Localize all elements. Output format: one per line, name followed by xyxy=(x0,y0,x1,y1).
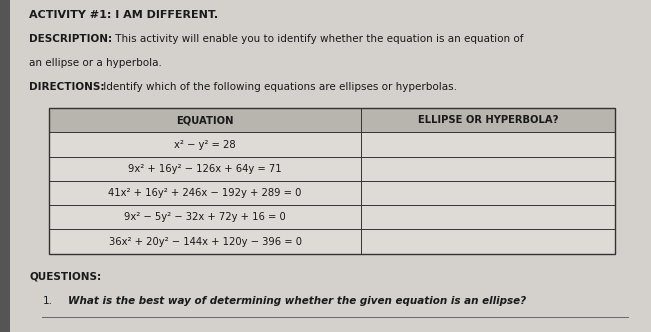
Text: EQUATION: EQUATION xyxy=(176,115,234,125)
Bar xyxy=(49,108,615,132)
Bar xyxy=(49,157,615,181)
Bar xyxy=(49,108,615,254)
Text: 9x² − 5y² − 32x + 72y + 16 = 0: 9x² − 5y² − 32x + 72y + 16 = 0 xyxy=(124,212,286,222)
Text: Identify which of the following equations are ellipses or hyperbolas.: Identify which of the following equation… xyxy=(100,82,456,92)
Text: an ellipse or a hyperbola.: an ellipse or a hyperbola. xyxy=(29,58,162,68)
Text: DIRECTIONS:: DIRECTIONS: xyxy=(29,82,105,92)
Text: What is the best way of determining whether the given equation is an ellipse?: What is the best way of determining whet… xyxy=(68,296,527,306)
Text: 9x² + 16y² − 126x + 64y = 71: 9x² + 16y² − 126x + 64y = 71 xyxy=(128,164,282,174)
Text: DESCRIPTION:: DESCRIPTION: xyxy=(29,34,113,44)
Bar xyxy=(0,0,10,332)
Text: This activity will enable you to identify whether the equation is an equation of: This activity will enable you to identif… xyxy=(112,34,523,44)
Bar xyxy=(49,132,615,157)
Text: ACTIVITY #1: I AM DIFFERENT.: ACTIVITY #1: I AM DIFFERENT. xyxy=(29,10,219,20)
Text: 41x² + 16y² + 246x − 192y + 289 = 0: 41x² + 16y² + 246x − 192y + 289 = 0 xyxy=(108,188,302,198)
Bar xyxy=(49,205,615,229)
Text: 36x² + 20y² − 144x + 120y − 396 = 0: 36x² + 20y² − 144x + 120y − 396 = 0 xyxy=(109,236,301,247)
Text: 1.: 1. xyxy=(42,296,52,306)
Bar xyxy=(49,229,615,254)
Text: QUESTIONS:: QUESTIONS: xyxy=(29,272,102,282)
Text: ELLIPSE OR HYPERBOLA?: ELLIPSE OR HYPERBOLA? xyxy=(418,115,559,125)
Text: x² − y² = 28: x² − y² = 28 xyxy=(174,139,236,150)
Bar xyxy=(49,181,615,205)
